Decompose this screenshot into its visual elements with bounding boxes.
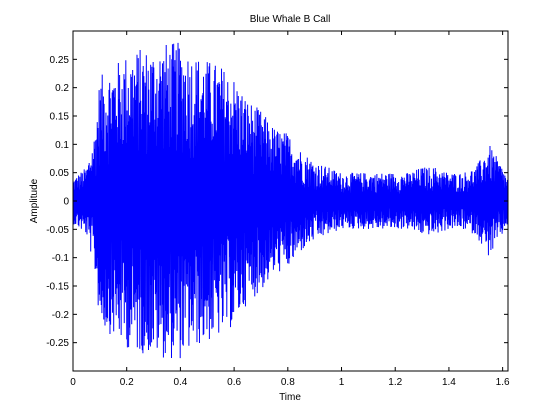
x-tick-label: 1.4 — [442, 377, 456, 388]
y-tick-label: -0.15 — [46, 282, 69, 293]
y-axis: -0.25 -0.2 -0.15 -0.1 -0.05 0 0.05 0.1 0.15 0.2 0.… — [46, 55, 508, 349]
x-tick-label: 0.4 — [173, 377, 187, 388]
waveform-series — [72, 42, 509, 359]
y-tick-label: -0.2 — [52, 310, 70, 321]
y-tick-label: 0.1 — [55, 140, 69, 151]
x-tick-label: 1 — [339, 377, 345, 388]
x-tick-label: 0.8 — [281, 377, 295, 388]
x-tick-label: 1.2 — [388, 377, 402, 388]
y-tick-label: 0.25 — [50, 55, 70, 66]
x-tick-label: 0.2 — [120, 377, 134, 388]
y-tick-label: -0.05 — [46, 225, 69, 236]
y-tick-label: -0.1 — [52, 253, 70, 264]
y-tick-label: -0.25 — [46, 338, 69, 349]
y-tick-label: 0.05 — [50, 168, 70, 179]
x-axis-label: Time — [279, 392, 301, 403]
x-axis: 0 0.2 0.4 0.6 0.8 1 1.2 1.4 1.6 — [70, 31, 510, 388]
y-axis-label: Amplitude — [29, 178, 40, 223]
waveform-line — [72, 42, 509, 359]
y-tick-label: 0.2 — [55, 83, 69, 94]
y-tick-label: 0.15 — [50, 112, 70, 123]
x-tick-label: 0 — [70, 377, 76, 388]
x-tick-label: 0.6 — [227, 377, 241, 388]
chart-title: Blue Whale B Call — [250, 14, 331, 25]
y-tick-label: 0 — [63, 197, 69, 208]
x-tick-label: 1.6 — [496, 377, 510, 388]
